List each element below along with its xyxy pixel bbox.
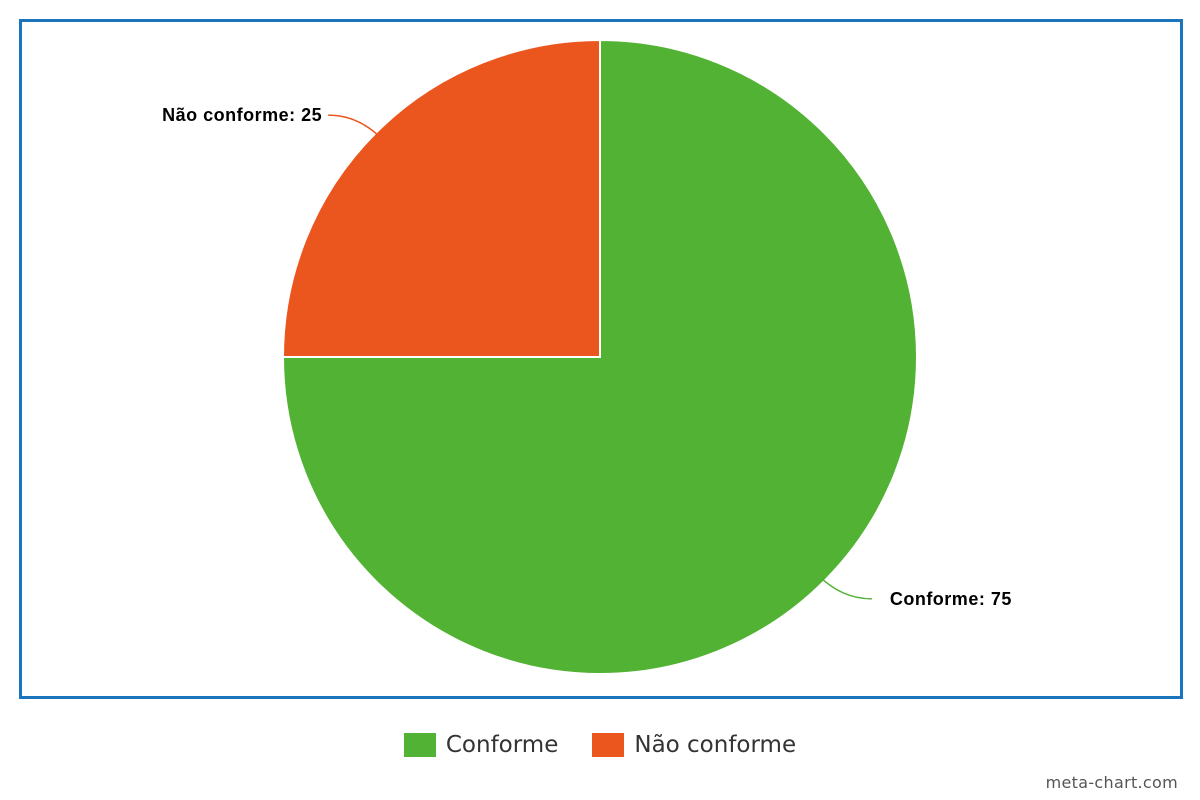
legend-label-nao-conforme: Não conforme (634, 732, 797, 758)
data-labels: Conforme: 75 Não conforme: 25 (162, 105, 1012, 609)
legend-swatch-nao-conforme (592, 733, 625, 757)
label-connectors (328, 114, 872, 600)
data-label-nao-conforme: Não conforme: 25 (162, 105, 322, 125)
watermark: meta-chart.com (1045, 773, 1178, 792)
pie-slice-nao-conforme[interactable] (281, 38, 601, 358)
legend: Conforme Não conforme (0, 732, 1200, 758)
legend-swatch-conforme (403, 733, 436, 757)
connector-nao-conforme (328, 114, 383, 140)
pie-slices (281, 38, 918, 675)
legend-item-conforme[interactable]: Conforme (403, 732, 559, 758)
connector-conforme (817, 574, 872, 600)
data-label-conforme: Conforme: 75 (890, 589, 1012, 609)
legend-label-conforme: Conforme (445, 732, 559, 758)
pie-chart: Conforme: 75 Não conforme: 25 (162, 38, 1012, 675)
legend-item-nao-conforme[interactable]: Não conforme (592, 732, 796, 758)
